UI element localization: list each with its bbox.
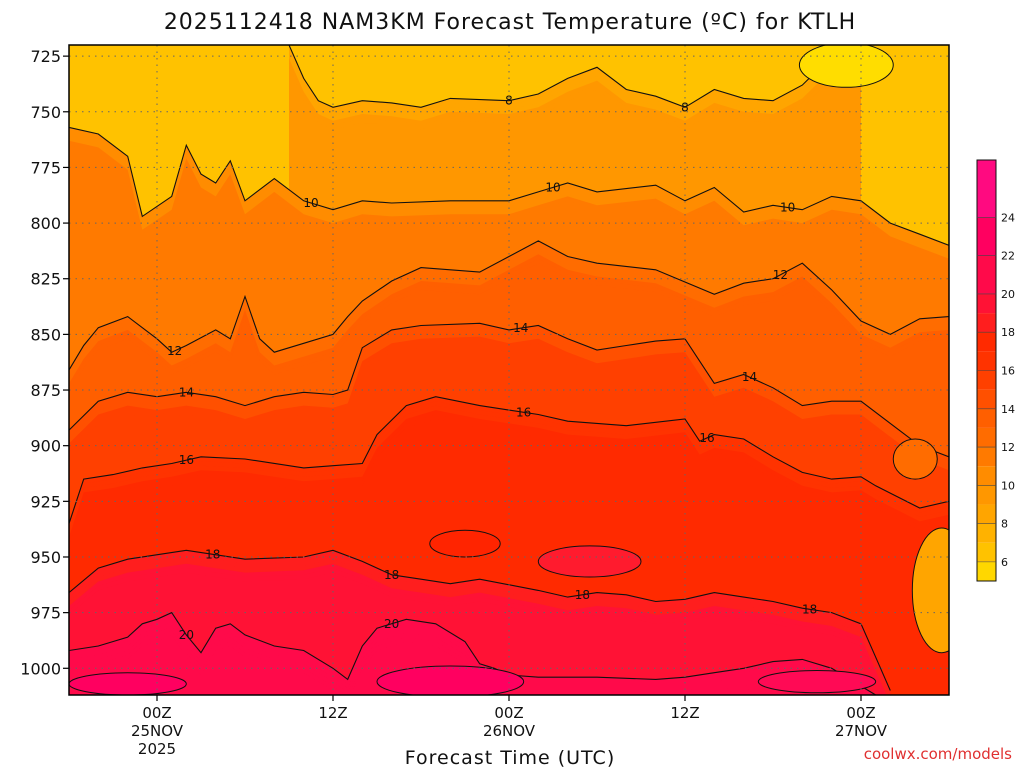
pocket-8	[911, 527, 949, 654]
contour-label-16: 16	[516, 405, 531, 419]
pocket-6	[798, 45, 894, 88]
contour-label-10: 10	[780, 201, 795, 215]
contour-line-16	[69, 396, 949, 524]
colorbar-swatch-12	[977, 427, 996, 448]
colorbar-label-16: 16	[1001, 365, 1015, 378]
y-tick-label-950: 950	[30, 548, 61, 567]
contour-label-8: 8	[505, 94, 513, 108]
colorbar-label-18: 18	[1001, 326, 1015, 339]
colorbar-swatch-17	[977, 332, 996, 352]
colorbar-swatch-14	[977, 389, 996, 409]
contour-label-16: 16	[179, 453, 194, 467]
y-tick-label-850: 850	[30, 325, 61, 344]
colorbar-swatch-6	[977, 542, 996, 562]
contour-label-10: 10	[545, 180, 560, 194]
y-tick-label-800: 800	[30, 214, 61, 233]
colorbar-swatch-19	[977, 293, 996, 314]
contour-label-8: 8	[681, 100, 689, 114]
colorbar-label-12: 12	[1001, 441, 1015, 454]
colorbar-label-14: 14	[1001, 403, 1015, 416]
y-tick-label-875: 875	[30, 381, 61, 400]
y-tick-label-825: 825	[30, 270, 61, 289]
colorbar-label-20: 20	[1001, 288, 1015, 301]
grid-lines	[69, 45, 949, 695]
contour-line-10	[69, 126, 949, 246]
contour-label-18: 18	[205, 547, 220, 561]
colorbar-swatch-24	[977, 160, 996, 218]
contour-label-18: 18	[802, 602, 817, 616]
contour-label-14: 14	[179, 385, 194, 399]
colorbar-swatch-11	[977, 447, 996, 467]
contour-label-14: 14	[513, 321, 528, 335]
colorbar-swatch-8	[977, 504, 996, 524]
x-tick-label-0-1: 25NOV	[131, 722, 184, 740]
colorbar-swatch-7	[977, 523, 996, 543]
colorbar-label-10: 10	[1001, 479, 1015, 492]
y-tick-label-900: 900	[30, 437, 61, 456]
colorbar-label-6: 6	[1001, 556, 1008, 569]
x-tick-label-36-0: 12Z	[670, 704, 699, 722]
x-tick-label-24-0: 00Z	[494, 704, 523, 722]
y-tick-label-725: 725	[30, 47, 61, 66]
x-tick-label-0-2: 2025	[138, 740, 176, 758]
contour-labels: 8 8 10 10 10 12 12 14 14 14 16 16 16 18 18 18 18 20 20	[167, 94, 817, 642]
x-tick-label-24-1: 26NOV	[483, 722, 536, 740]
contour-line-8	[288, 45, 862, 108]
chart-title: 2025112418 NAM3KM Forecast Temperature (…	[164, 10, 856, 35]
y-tick-label-925: 925	[30, 492, 61, 511]
y-tick-label-750: 750	[30, 103, 61, 122]
x-tick-label-0-0: 00Z	[142, 704, 171, 722]
colorbar-label-8: 8	[1001, 518, 1008, 531]
x-axis-label: Forecast Time (UTC)	[405, 747, 615, 768]
band-fill-20	[69, 634, 840, 695]
colorbar-swatch-10	[977, 466, 996, 486]
contour-label-20: 20	[179, 628, 194, 642]
colorbar-swatch-22	[977, 217, 996, 256]
x-tick-label-12-0: 12Z	[318, 704, 347, 722]
contour-label-16: 16	[699, 431, 714, 445]
contour-label-20: 20	[384, 617, 399, 631]
colorbar-swatch-9	[977, 485, 996, 505]
colorbar-label-24: 24	[1001, 211, 1015, 224]
contour-line-12	[69, 240, 949, 371]
pocket-22	[376, 665, 525, 695]
contour-label-12: 12	[167, 344, 182, 358]
contour-lines	[69, 45, 949, 695]
pocket-12	[892, 438, 938, 480]
colorbar-swatch-13	[977, 408, 996, 428]
y-tick-label-975: 975	[30, 604, 61, 623]
contour-label-14: 14	[742, 370, 757, 384]
pocket-22	[69, 672, 187, 695]
colorbar-swatch-18	[977, 313, 996, 333]
pocket-22	[757, 670, 877, 694]
contour-line-18	[69, 549, 891, 691]
contour-label-10: 10	[303, 196, 318, 210]
colorbar-swatch-15	[977, 370, 996, 390]
pocket-18	[429, 529, 501, 558]
contour-label-18: 18	[384, 568, 399, 582]
contour-line-20	[69, 611, 876, 695]
contour-label-12: 12	[773, 268, 788, 282]
credit-label: coolwx.com/models	[864, 745, 1012, 763]
x-tick-label-48-0: 00Z	[846, 704, 875, 722]
y-tick-label-1000: 1000	[20, 659, 61, 678]
colorbar-swatch-5	[977, 561, 996, 581]
x-tick-label-48-1: 27NOV	[835, 722, 888, 740]
pocket-19	[537, 545, 642, 578]
y-tick-label-775: 775	[30, 158, 61, 177]
colorbar-swatch-16	[977, 351, 996, 371]
colorbar: 6 8 10 12 14 16 18 20 22 24	[976, 159, 1015, 582]
contour-line-14	[69, 322, 949, 458]
y-axis: 725 750 775 800 825 850 875 900 925 950 975 1000	[20, 47, 69, 678]
contour-label-18: 18	[575, 588, 590, 602]
colorbar-swatch-20	[977, 255, 996, 294]
colorbar-label-22: 22	[1001, 250, 1015, 263]
plot-area	[69, 45, 949, 695]
